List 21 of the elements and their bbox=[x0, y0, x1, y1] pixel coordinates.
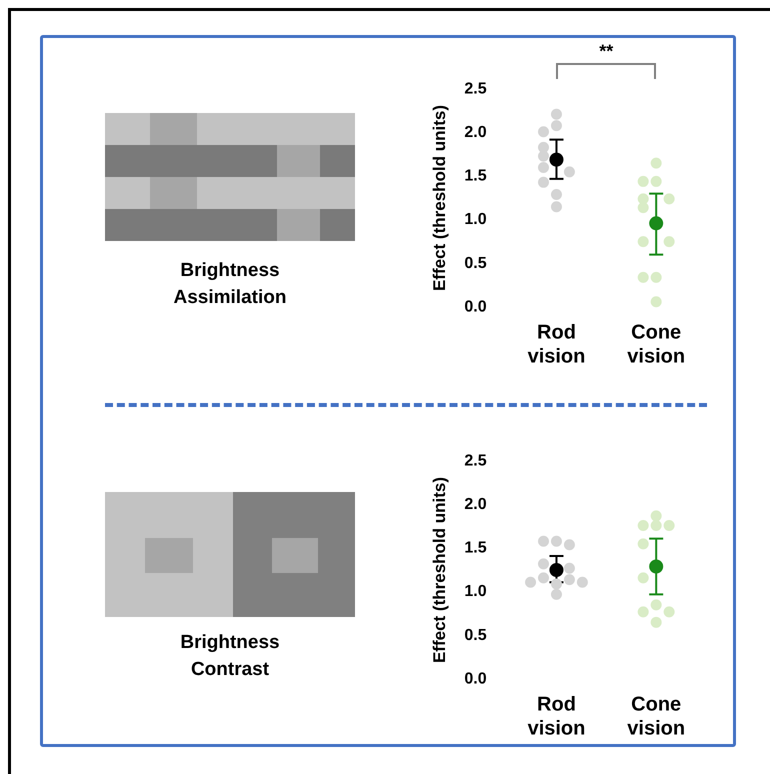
y-tick-label: 0.5 bbox=[464, 254, 487, 272]
text: ** bbox=[598, 41, 614, 62]
x-tick-label: Rod vision bbox=[528, 694, 586, 740]
y-tick-label: 2.0 bbox=[464, 496, 487, 514]
text: Brightness Assimilation bbox=[172, 259, 288, 310]
x-tick-label: Cone vision bbox=[627, 322, 686, 368]
y-tick-label: 1.5 bbox=[464, 540, 487, 557]
x-tick-label: Cone vision bbox=[627, 694, 686, 740]
y-tick-label: 1.0 bbox=[464, 211, 487, 228]
y-tick-label: 0.0 bbox=[464, 670, 487, 688]
text: Brightness Contrast bbox=[179, 631, 281, 682]
y-tick-label: 2.5 bbox=[464, 80, 487, 98]
y-axis-title: Effect (threshold units) bbox=[430, 104, 449, 292]
y-tick-label: 0.0 bbox=[464, 298, 487, 316]
y-tick-label: 2.0 bbox=[464, 124, 487, 142]
y-axis-title: Effect (threshold units) bbox=[430, 476, 449, 664]
y-tick-label: 1.0 bbox=[464, 583, 487, 600]
y-tick-label: 1.5 bbox=[464, 168, 487, 185]
x-tick-label: Rod vision bbox=[528, 322, 586, 368]
y-tick-label: 2.5 bbox=[464, 452, 487, 470]
y-tick-label: 0.5 bbox=[464, 626, 487, 644]
